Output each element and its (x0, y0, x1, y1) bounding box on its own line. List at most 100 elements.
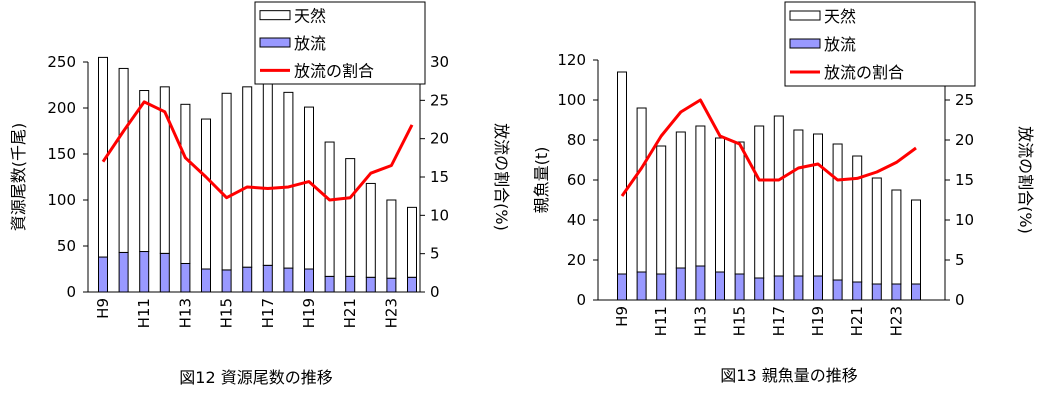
y2-tick-label: 25 (955, 91, 974, 109)
x-tick-label: H9 (94, 298, 112, 319)
y-tick-label: 80 (567, 131, 586, 149)
x-tick-label: H21 (848, 306, 866, 336)
bar-放流 (242, 266, 253, 293)
bar-放流 (891, 283, 902, 301)
bar-放流 (201, 268, 211, 293)
bar-天然 (365, 182, 376, 278)
bar-天然 (180, 103, 191, 264)
bar-放流 (636, 271, 647, 301)
bar-放流 (118, 251, 129, 293)
x-tick-label: H23 (382, 298, 400, 328)
x-tick-label: H21 (341, 298, 359, 328)
x-tick-label: H11 (135, 298, 153, 328)
bar-天然 (304, 106, 314, 270)
bar-放流 (221, 269, 232, 293)
legend-swatch (789, 38, 821, 49)
legend-label: 放流の割合 (294, 61, 374, 80)
y-tick-label: 60 (567, 171, 586, 189)
bar-放流 (695, 265, 706, 301)
bar-放流 (262, 264, 273, 293)
x-tick-label: H13 (176, 298, 194, 328)
x-tick-label: H19 (300, 298, 318, 328)
bar-天然 (813, 133, 823, 277)
x-tick-label: H23 (887, 306, 905, 336)
legend-label: 放流 (824, 35, 856, 54)
y-tick-label: 40 (567, 211, 586, 229)
figure-caption: 図12 資源尾数の推移 (179, 368, 332, 387)
y-tick-label: 0 (576, 291, 586, 309)
bar-天然 (345, 158, 356, 277)
bar-天然 (201, 118, 211, 270)
bar-天然 (139, 90, 150, 253)
y-axis-title: 資源尾数(千尾) (9, 123, 28, 232)
bar-天然 (675, 131, 686, 269)
y2-tick-label: 10 (955, 211, 974, 229)
y2-axis-title: 放流の割合(%) (1016, 126, 1035, 234)
bar-天然 (793, 129, 804, 277)
y-tick-label: 50 (57, 237, 76, 255)
bar-放流 (656, 273, 667, 301)
bar-天然 (159, 86, 170, 254)
legend-label: 天然 (824, 7, 856, 26)
x-tick-label: H15 (731, 306, 749, 336)
y-axis-title: 親魚量(t) (532, 147, 551, 214)
bar-放流 (324, 275, 335, 293)
bar-放流 (407, 276, 417, 293)
x-tick-label: H9 (613, 306, 631, 327)
legend-label: 放流 (294, 34, 326, 53)
bar-天然 (617, 71, 627, 275)
y2-tick-label: 15 (430, 168, 449, 186)
bar-放流 (365, 276, 376, 293)
legend-swatch (789, 10, 821, 21)
y-tick-label: 100 (557, 91, 586, 109)
bar-天然 (754, 125, 765, 279)
x-tick-label: H13 (691, 306, 709, 336)
x-tick-label: H17 (259, 298, 277, 328)
chart-2: 020406080100120051015202530H9H11H13H15H1… (532, 1, 1035, 385)
x-tick-label: H11 (652, 306, 670, 336)
bar-天然 (324, 141, 335, 277)
legend-label: 天然 (294, 7, 326, 26)
line-放流の割合 (620, 98, 917, 197)
bar-放流 (159, 252, 170, 293)
bar-天然 (832, 143, 843, 281)
bar-天然 (852, 155, 863, 283)
legend-swatch (259, 37, 291, 48)
bar-天然 (871, 177, 882, 285)
bar-天然 (262, 64, 273, 266)
bar-放流 (773, 275, 784, 301)
bar-放流 (852, 281, 863, 301)
x-tick-label: H15 (218, 298, 236, 328)
y2-tick-label: 15 (955, 171, 974, 189)
y2-tick-label: 5 (955, 251, 965, 269)
bar-放流 (793, 275, 804, 301)
y-tick-label: 100 (47, 191, 76, 209)
y-tick-label: 150 (47, 145, 76, 163)
y2-tick-label: 20 (955, 131, 974, 149)
bar-天然 (734, 141, 745, 275)
bar-天然 (407, 206, 417, 278)
bar-天然 (242, 86, 253, 268)
y2-tick-label: 5 (430, 245, 440, 263)
bar-放流 (813, 275, 823, 301)
x-tick-label: H19 (809, 306, 827, 336)
bar-天然 (636, 107, 647, 273)
bar-放流 (139, 251, 150, 293)
y-tick-label: 0 (66, 283, 76, 301)
bar-天然 (695, 125, 706, 267)
bar-放流 (754, 277, 765, 301)
bar-放流 (98, 256, 108, 293)
bar-放流 (345, 275, 356, 293)
bar-天然 (386, 199, 397, 279)
bar-天然 (118, 67, 129, 253)
bar-放流 (617, 273, 627, 301)
legend-label: 放流の割合 (824, 63, 904, 82)
bar-放流 (734, 273, 745, 301)
figure-caption: 図13 親魚量の推移 (720, 366, 857, 385)
bar-天然 (715, 137, 725, 273)
bar-天然 (891, 189, 902, 285)
bar-天然 (656, 145, 667, 275)
bar-放流 (675, 267, 686, 301)
y2-tick-label: 30 (430, 53, 449, 71)
x-tick-label: H17 (770, 306, 788, 336)
